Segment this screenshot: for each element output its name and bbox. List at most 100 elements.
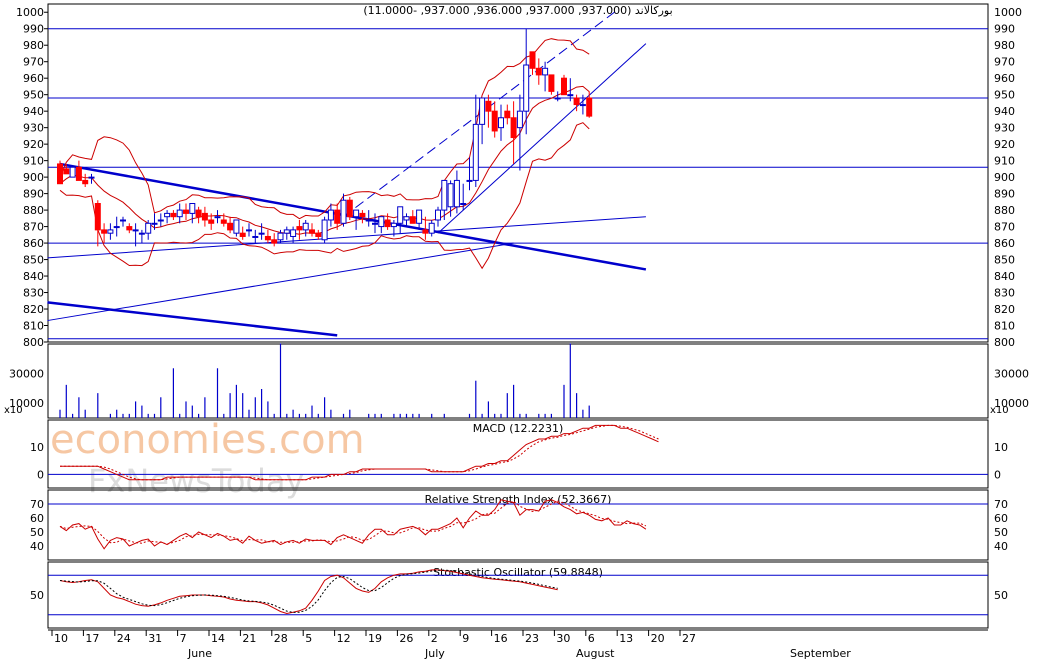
candle-body: [378, 216, 385, 228]
candle-body: [271, 239, 278, 244]
watermark-economies: economies.com: [50, 417, 365, 463]
candle-body: [372, 222, 378, 225]
candle-body: [479, 97, 486, 125]
candle-body: [390, 222, 397, 228]
day-tick-label: 12: [337, 632, 351, 645]
price-tick-right-950: 950: [994, 89, 1015, 102]
watermark-fxnewstoday: FxNewsToday: [88, 462, 304, 500]
candle-body: [359, 212, 366, 218]
volume-multiplier-right: x10: [990, 405, 1009, 416]
candle-body: [485, 100, 492, 112]
candle-body: [63, 168, 70, 175]
candle-body: [164, 212, 171, 218]
bollinger-upper-band: [59, 38, 590, 220]
panel-frame-macd: [47, 419, 989, 489]
macd-tick-right-10: 10: [994, 441, 1008, 454]
candle-body: [586, 97, 593, 117]
candle-body: [107, 229, 114, 234]
candle-body: [94, 203, 101, 231]
candle-body: [220, 219, 227, 224]
volume-tick-right-30000: 30000: [994, 368, 1029, 381]
candle-body: [321, 219, 328, 241]
price-tick-right-860: 860: [994, 237, 1015, 250]
day-tick-label: 20: [651, 632, 665, 645]
day-tick-label: 13: [619, 632, 633, 645]
day-tick-label: 27: [682, 632, 696, 645]
candle-body: [283, 229, 290, 234]
candle-body: [82, 179, 89, 185]
price-tick-left-820: 820: [23, 303, 44, 316]
day-tick-label: 2: [431, 632, 438, 645]
candle-body: [88, 176, 95, 179]
candle-body: [126, 226, 133, 231]
price-tick-right-840: 840: [994, 270, 1015, 283]
rsi-tick-left-70: 70: [30, 498, 44, 511]
candle-body: [113, 226, 120, 229]
price-tick-right-970: 970: [994, 56, 1015, 69]
candle-body: [542, 67, 549, 76]
candle-body: [529, 51, 536, 69]
month-label-july: July: [424, 647, 445, 659]
candle-body: [233, 219, 240, 234]
rsi-tick-left-40: 40: [30, 540, 44, 553]
candle-body: [195, 209, 202, 218]
day-tick-label: 28: [274, 632, 288, 645]
candle-body: [554, 97, 561, 100]
candle-body: [561, 77, 567, 96]
stoch-panel-title: Stochastic Oscillator (59.8848): [433, 566, 603, 579]
day-tick-label: 23: [525, 632, 539, 645]
price-tick-right-910: 910: [994, 155, 1015, 168]
day-tick-label: 16: [494, 632, 508, 645]
rsi-tick-right-60: 60: [994, 512, 1008, 525]
macd-series-line: [60, 424, 659, 481]
month-label-june: June: [187, 647, 212, 659]
price-tick-left-900: 900: [23, 171, 44, 184]
panel-frame-vol: [47, 343, 989, 419]
day-tick-label: 6: [588, 632, 595, 645]
price-tick-left-1000: 1000: [16, 6, 44, 19]
day-tick-label: 19: [368, 632, 382, 645]
price-tick-right-920: 920: [994, 138, 1015, 151]
trendline-channel-up: [47, 242, 514, 322]
price-tick-right-980: 980: [994, 39, 1015, 52]
panel-frame-stoch: [47, 561, 989, 629]
candle-body: [428, 222, 435, 234]
price-tick-left-970: 970: [23, 56, 44, 69]
candle-body: [145, 222, 152, 234]
price-tick-right-820: 820: [994, 303, 1015, 316]
candle-body: [340, 199, 347, 224]
candle-body: [472, 123, 479, 181]
price-tick-right-1000: 1000: [994, 6, 1022, 19]
rsi-tick-right-70: 70: [994, 498, 1008, 511]
candle-body: [579, 104, 586, 107]
trendline-lower-down: [47, 301, 338, 337]
trendline-dashed-up: [343, 11, 615, 218]
candle-body: [535, 67, 542, 76]
candle-body: [346, 199, 353, 218]
rsi-series-line: [59, 499, 647, 550]
candle-body: [296, 226, 303, 231]
price-tick-right-800: 800: [994, 336, 1015, 349]
candle-body: [416, 209, 423, 224]
candle-body: [208, 219, 215, 224]
candle-body: [567, 94, 574, 97]
panel-frame-price: [47, 3, 989, 343]
candle-body: [516, 110, 523, 129]
candle-body: [384, 219, 391, 228]
rsi-signal-line: [59, 500, 647, 545]
candle-body: [101, 229, 108, 234]
price-tick-right-830: 830: [994, 287, 1015, 300]
trendline-long-up: [47, 216, 646, 259]
candle-body: [466, 179, 473, 182]
price-tick-left-880: 880: [23, 204, 44, 217]
candle-body: [246, 229, 252, 232]
watermark: economies.com FxNewsToday: [50, 417, 365, 500]
panel-frame-rsi: [47, 489, 989, 561]
candle-body: [183, 209, 189, 214]
price-tick-left-890: 890: [23, 188, 44, 201]
price-tick-left-810: 810: [23, 320, 44, 333]
candle-body: [403, 216, 410, 221]
day-tick-label: 7: [180, 632, 187, 645]
volume-tick-left-10000: 10000: [9, 397, 44, 410]
price-tick-right-810: 810: [994, 320, 1015, 333]
